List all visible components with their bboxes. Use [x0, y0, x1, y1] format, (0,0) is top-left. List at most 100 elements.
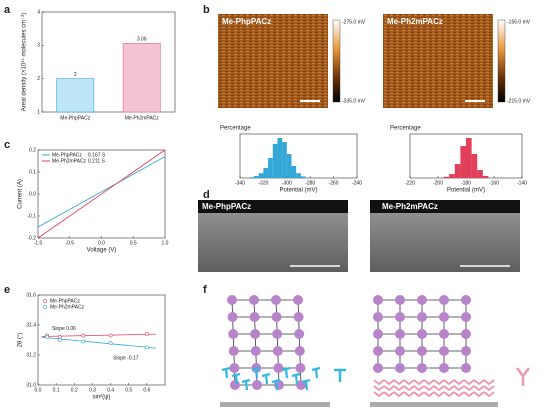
- x-axis-label: sin²(ψ): [93, 395, 111, 401]
- substrate: [220, 402, 330, 407]
- histogram-bar: [482, 176, 489, 178]
- x-tick-label: 0.2: [71, 387, 78, 393]
- molecule: [463, 379, 475, 386]
- panel-label: c: [4, 139, 10, 151]
- x-tick-label: -0.5: [65, 240, 74, 246]
- molecule: [334, 368, 346, 382]
- molecule: [473, 379, 485, 386]
- molecule: [413, 385, 425, 392]
- molecule: [393, 379, 405, 386]
- legend-marker: [43, 305, 47, 309]
- plot-frame: [239, 133, 358, 179]
- point: [108, 341, 113, 345]
- lattice-atom: [417, 329, 427, 339]
- x-tick-label: 0.1: [53, 387, 60, 393]
- molecule: [393, 385, 405, 392]
- y-axis-label: 2θ (°): [18, 333, 24, 348]
- x-tick-label: 0.0: [35, 387, 42, 393]
- lattice-atom: [295, 363, 306, 373]
- lattice-atom: [373, 329, 383, 339]
- x-tick-label: 0.3: [89, 387, 96, 393]
- histogram-bar: [286, 154, 292, 178]
- histogram-bar: [249, 177, 255, 178]
- colorbar: [497, 19, 506, 103]
- histogram-bar: [300, 176, 306, 178]
- afm-left: Me-PhpPACz -275.0 mV -335.0 mV: [218, 14, 366, 108]
- x-tick-label: 0.4: [107, 387, 114, 393]
- molecule: [383, 391, 395, 398]
- lattice-atom: [439, 346, 449, 356]
- lattice-atom: [417, 363, 427, 373]
- sem-left: Me-PhpPACz: [198, 200, 348, 272]
- lattice-atom: [227, 295, 237, 305]
- x-axis-label: Potential (mV): [447, 188, 485, 194]
- lattice-atom: [228, 329, 239, 339]
- lattice-atom: [373, 295, 383, 305]
- molecule: [373, 391, 385, 398]
- x-tick-label: -280: [305, 180, 315, 186]
- molecule: [483, 379, 495, 386]
- sem-top-layer: [370, 200, 520, 213]
- molecule: [403, 379, 415, 386]
- x-tick-label: -220: [405, 180, 415, 186]
- molecule: [483, 391, 495, 398]
- image-title: Me-PhpPACz: [222, 17, 271, 26]
- molecule: [453, 379, 465, 386]
- y-tick-label: 0.2: [29, 147, 36, 153]
- histogram-bar: [471, 154, 478, 178]
- molecule: [443, 385, 455, 392]
- colorbar-label: -275.0 mV: [342, 19, 366, 25]
- image-title: Me-Ph2mPACz: [387, 17, 443, 26]
- y-tick-label: 1: [37, 109, 40, 115]
- x-tick-label: -140: [517, 180, 527, 186]
- colorbar: [332, 19, 341, 103]
- molecule: [251, 366, 261, 379]
- histogram-bar: [296, 173, 301, 178]
- lattice-atom: [271, 295, 281, 305]
- y-axis-label: Areal density (×10¹⁴ molecules cm⁻²): [21, 13, 28, 112]
- point: [144, 332, 149, 336]
- legend-label: Me-PhpPACz: [50, 298, 80, 304]
- molecule: [516, 367, 530, 386]
- x-tick-label: Me-Ph2mPACz: [125, 115, 160, 121]
- molecule: [383, 379, 395, 386]
- point: [108, 333, 113, 338]
- legend-label: Me-Ph2mPACz: [52, 158, 87, 164]
- lattice-atom: [249, 312, 260, 322]
- x-tick-label: 0.5: [125, 387, 132, 393]
- y-tick-label: 31.0: [26, 382, 36, 388]
- lattice-atom: [395, 363, 405, 373]
- legend-marker: [43, 299, 47, 303]
- molecule: [463, 391, 475, 398]
- molecule: [423, 391, 435, 398]
- histogram-bar: [454, 164, 461, 178]
- panel-label: a: [4, 4, 11, 16]
- molecule: [483, 385, 495, 392]
- lattice-atom: [395, 346, 405, 356]
- molecule: [423, 385, 435, 392]
- panel-label: f: [203, 284, 207, 296]
- molecule: [413, 391, 425, 398]
- line: [37, 156, 166, 228]
- legend-note: 0.167 S: [88, 152, 106, 158]
- molecule: [443, 379, 455, 386]
- y-axis-label: Percentage: [390, 126, 421, 132]
- x-tick-label: -260: [329, 180, 339, 186]
- afm-right: Me-Ph2mPACz -155.0 mV -215.0 mV: [383, 14, 531, 108]
- x-tick-label: 0.0: [98, 240, 105, 246]
- legend-label: Me-PhpPACz: [52, 152, 82, 158]
- molecule: [453, 385, 465, 392]
- lattice-atom: [395, 295, 405, 305]
- y-tick-label: -0.2: [27, 235, 36, 241]
- lattice-atom: [252, 380, 262, 390]
- annotation: Slope 0.06: [52, 326, 76, 332]
- y-tick-label: 31.6: [26, 292, 36, 298]
- lattice-atom: [395, 329, 405, 339]
- x-tick-label: -240: [352, 180, 362, 186]
- lattice-atom: [395, 312, 405, 322]
- sem-right: Me-Ph2mPACz: [370, 200, 520, 272]
- y-tick-label: 4: [37, 9, 40, 15]
- lattice-atom: [461, 346, 471, 356]
- x-tick-label: -160: [489, 180, 499, 186]
- bar: [122, 43, 161, 113]
